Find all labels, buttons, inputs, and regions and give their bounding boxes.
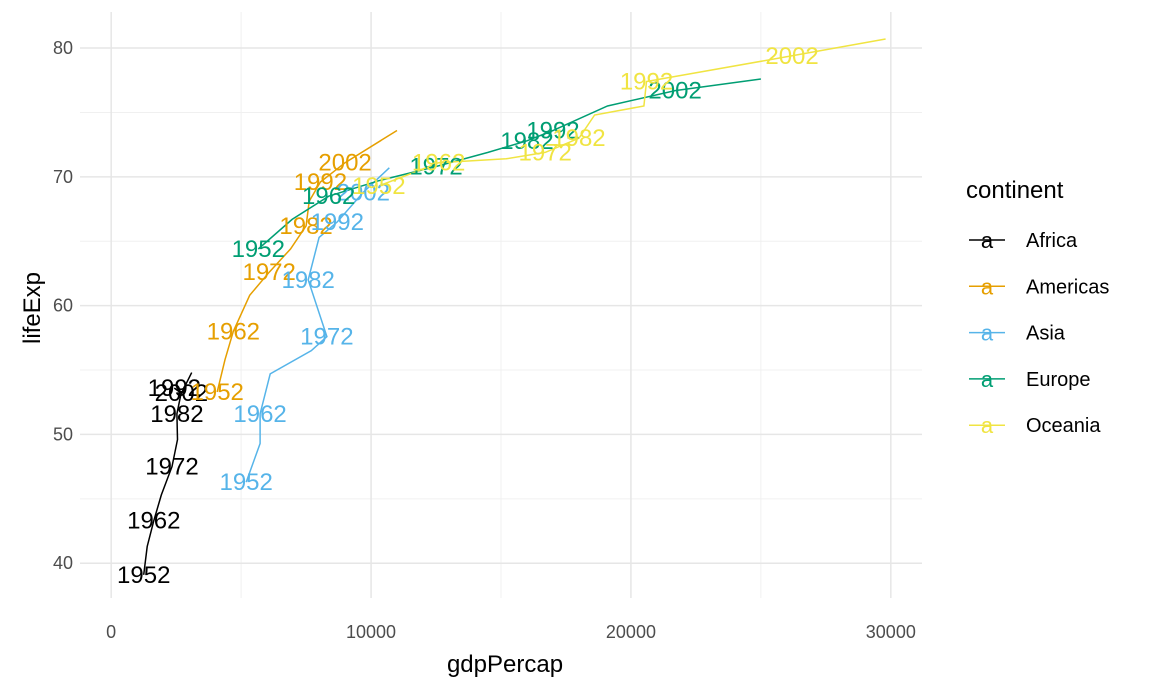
year-label-africa: 1982 (150, 401, 203, 428)
year-label-africa: 1962 (127, 508, 180, 535)
y-tick-label: 40 (53, 553, 73, 573)
legend-title: continent (966, 177, 1064, 204)
year-label-africa: 2002 (155, 380, 208, 407)
y-tick-label: 80 (53, 38, 73, 58)
x-axis-ticks: 0 10000 20000 30000 (106, 622, 916, 642)
legend: continent a Africa a Americas a Asia a Europe a O… (966, 177, 1109, 438)
year-label-americas: 1962 (207, 318, 260, 345)
year-label-americas: 1952 (191, 379, 244, 406)
legend-label: Asia (1026, 323, 1066, 345)
year-label-africa: 1972 (145, 454, 198, 481)
year-label-asia: 1992 (311, 209, 364, 236)
x-tick-label: 10000 (346, 622, 396, 642)
year-label-europe: 1962 (302, 183, 355, 210)
year-label-asia: 2002 (337, 179, 390, 206)
year-label-europe: 1982 (500, 128, 553, 155)
year-label-europe: 2002 (648, 78, 701, 105)
year-label-oceania: 2002 (765, 43, 818, 70)
year-label-oceania: 1992 (620, 69, 673, 96)
y-axis-title: lifeExp (19, 272, 46, 344)
major-gridlines (80, 12, 922, 598)
year-label-asia: 1982 (281, 267, 334, 294)
year-label-americas: 1972 (242, 259, 295, 286)
year-label-africa: 1992 (148, 375, 201, 402)
series-line-asia (245, 167, 390, 483)
series-lines (142, 38, 886, 575)
year-label-europe: 1952 (232, 236, 285, 263)
y-tick-label: 60 (53, 296, 73, 316)
year-label-europe: 1972 (409, 154, 462, 181)
legend-label: Africa (1026, 230, 1078, 252)
legend-key-glyph: a (981, 274, 994, 299)
year-label-africa: 1952 (117, 562, 170, 589)
legend-key-glyph: a (981, 413, 994, 438)
year-label-americas: 1992 (294, 169, 347, 196)
year-label-oceania: 1972 (518, 139, 571, 166)
legend-item-americas: a Americas (969, 274, 1109, 299)
legend-item-europe: a Europe (969, 367, 1091, 392)
x-axis-title: gdpPercap (447, 651, 563, 678)
x-tick-label: 20000 (606, 622, 656, 642)
legend-label: Americas (1026, 276, 1109, 298)
year-label-americas: 2002 (318, 150, 371, 177)
minor-gridlines (80, 12, 922, 598)
legend-key-glyph: a (981, 321, 994, 346)
year-label-oceania: 1982 (552, 125, 605, 152)
year-label-oceania: 1952 (352, 173, 405, 200)
legend-label: Europe (1026, 369, 1091, 391)
year-label-asia: 1972 (300, 324, 353, 351)
legend-item-asia: a Asia (969, 321, 1066, 346)
year-label-oceania: 1962 (412, 150, 465, 177)
legend-item-africa: a Africa (969, 228, 1078, 253)
series-line-africa (142, 372, 193, 575)
legend-item-oceania: a Oceania (969, 413, 1101, 438)
year-label-americas: 1982 (279, 213, 332, 240)
legend-items: a Africa a Americas a Asia a Europe a Oceania (969, 228, 1109, 438)
series-line-oceania (378, 38, 886, 187)
y-axis-ticks: 40 50 60 70 80 (53, 38, 73, 573)
year-label-europe: 1992 (526, 117, 579, 144)
series-line-americas (216, 129, 398, 393)
x-tick-label: 30000 (866, 622, 916, 642)
year-label-asia: 1962 (233, 401, 286, 428)
legend-key-glyph: a (981, 367, 994, 392)
y-tick-label: 70 (53, 167, 73, 187)
year-labels: 1952196219721982199220021952196219721982… (117, 43, 819, 589)
series-line-europe (257, 78, 762, 250)
legend-key-glyph: a (981, 228, 994, 253)
x-tick-label: 0 (106, 622, 116, 642)
legend-label: Oceania (1026, 415, 1101, 437)
year-label-asia: 1952 (219, 469, 272, 496)
y-tick-label: 50 (53, 424, 73, 444)
